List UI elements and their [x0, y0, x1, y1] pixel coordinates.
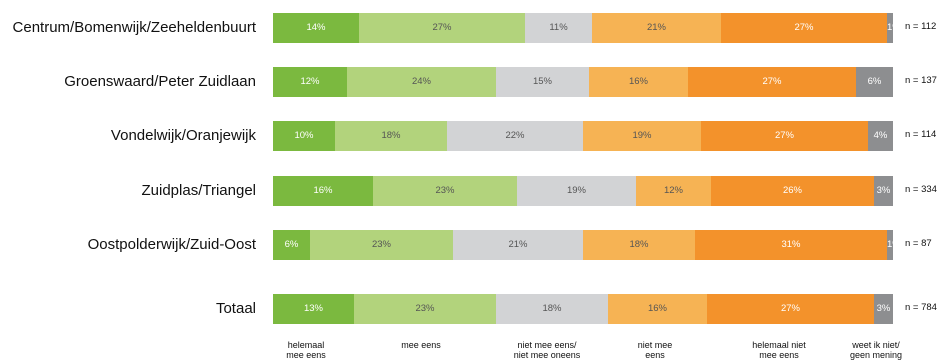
sample-size-label: n = 112	[905, 21, 937, 32]
data-label: 23%	[415, 303, 435, 314]
data-label: 26%	[782, 185, 802, 196]
bar-segment	[525, 13, 592, 43]
bar-segment	[496, 294, 608, 324]
data-label: 21%	[508, 239, 528, 250]
sample-size-label: n = 114	[905, 129, 937, 140]
data-label: 21%	[646, 22, 666, 33]
data-label: 24%	[411, 76, 431, 87]
data-label: 13%	[303, 303, 323, 314]
bar-segment	[874, 176, 893, 206]
bar-segment	[874, 294, 893, 324]
bar-segment	[636, 176, 711, 206]
data-label: 16%	[647, 303, 667, 314]
data-label: 18%	[381, 130, 401, 141]
data-label: 3%	[876, 185, 891, 196]
data-label: 18%	[542, 303, 562, 314]
sample-size-label: n = 137	[905, 75, 937, 86]
data-label: 11%	[549, 22, 568, 33]
legend-entry: niet mee eens/ niet mee oneens	[513, 340, 581, 360]
sample-size-label: n = 87	[905, 238, 932, 249]
category-label: Totaal	[215, 300, 256, 317]
bar-segment	[868, 121, 893, 151]
data-label: 22%	[505, 130, 525, 141]
bar-segment	[887, 13, 893, 43]
data-label: 1%	[887, 239, 893, 250]
bar-segment	[721, 13, 887, 43]
bar-segment	[496, 67, 589, 97]
data-label: 3%	[876, 303, 891, 314]
category-label: Groenswaard/Peter Zuidlaan	[64, 73, 256, 90]
bar-segment	[707, 294, 874, 324]
category-label: Centrum/Bomenwijk/Zeeheldenbuurt	[12, 19, 256, 36]
data-label: 27%	[432, 22, 452, 33]
bar-segment	[887, 230, 893, 260]
bar-segment	[583, 230, 695, 260]
bar-segment	[711, 176, 874, 206]
legend-entry: helemaal mee eens	[286, 340, 326, 360]
sample-size-label: n = 334	[905, 184, 937, 195]
data-label: 16%	[313, 185, 333, 196]
data-label: 12%	[663, 185, 683, 196]
category-label: Zuidplas/Triangel	[141, 182, 257, 199]
bar-segment	[273, 230, 310, 260]
bar-segment	[583, 121, 701, 151]
legend-entry: helemaal niet mee eens	[752, 340, 806, 360]
legend-entry: niet mee eens	[637, 340, 673, 360]
bar-segment	[589, 67, 688, 97]
data-label: 16%	[628, 76, 648, 87]
bar-segment	[273, 67, 347, 97]
bar-segment	[447, 121, 583, 151]
bar-segment	[608, 294, 707, 324]
bar-segment	[273, 121, 335, 151]
data-label: 27%	[780, 303, 800, 314]
bar-segment	[517, 176, 636, 206]
bar-segment	[310, 230, 453, 260]
bar-segment	[347, 67, 496, 97]
bar-segment	[273, 13, 359, 43]
data-label: 18%	[629, 239, 649, 250]
bar-segment	[688, 67, 856, 97]
legend-entry: mee eens	[401, 340, 441, 350]
data-label: 1%	[887, 22, 893, 33]
data-label: 12%	[300, 76, 320, 87]
data-label: 10%	[294, 130, 314, 141]
data-label: 19%	[566, 185, 586, 196]
bar-segment	[373, 176, 517, 206]
data-label: 4%	[873, 130, 888, 141]
bar-segment	[856, 67, 893, 97]
data-label: 19%	[632, 130, 652, 141]
data-label: 27%	[774, 130, 794, 141]
bar-segment	[453, 230, 583, 260]
data-label: 23%	[371, 239, 391, 250]
legend-entry: weet ik niet/ geen mening	[849, 340, 903, 360]
bar-segment	[273, 294, 354, 324]
data-label: 23%	[435, 185, 455, 196]
data-label: 6%	[284, 239, 299, 250]
bar-segment	[701, 121, 868, 151]
category-label: Oostpolderwijk/Zuid-Oost	[87, 236, 256, 253]
data-label: 15%	[532, 76, 552, 87]
data-label: 27%	[794, 22, 814, 33]
data-label: 27%	[762, 76, 782, 87]
category-label: Vondelwijk/Oranjewijk	[110, 127, 256, 144]
bar-segment	[592, 13, 721, 43]
sample-size-label: n = 784	[905, 302, 937, 313]
data-label: 6%	[867, 76, 882, 87]
bar-segment	[695, 230, 887, 260]
data-label: 31%	[781, 239, 801, 250]
data-label: 14%	[306, 22, 326, 33]
bar-segment	[354, 294, 496, 324]
bar-segment	[335, 121, 447, 151]
bar-segment	[359, 13, 525, 43]
bar-segment	[273, 176, 373, 206]
